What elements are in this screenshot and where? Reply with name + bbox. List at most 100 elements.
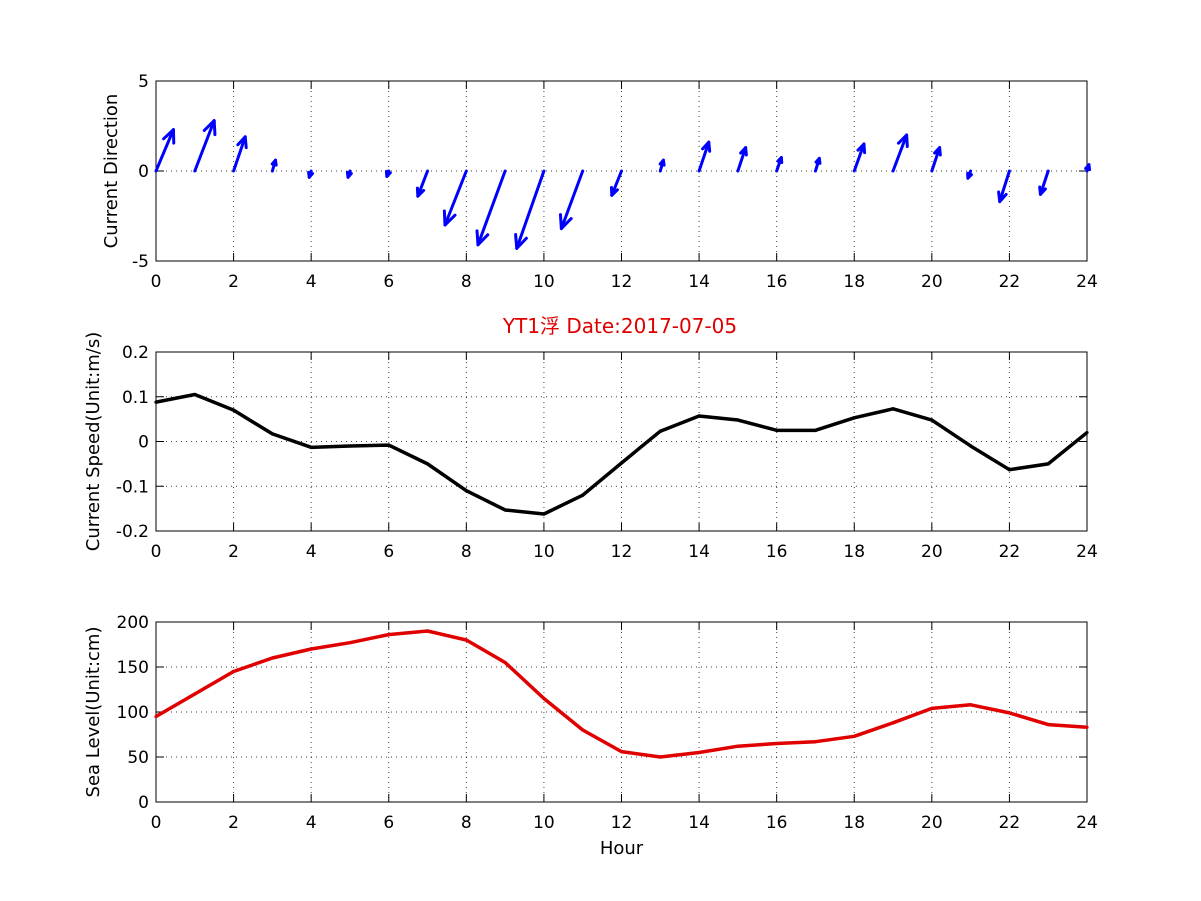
sea-level-y-tick-label: 50 <box>127 748 149 768</box>
speed-x-tick-label: 20 <box>921 542 943 562</box>
direction-arrow-head <box>997 190 1008 204</box>
direction-arrow-shaft <box>697 140 711 173</box>
direction-arrow-shaft <box>852 142 866 173</box>
direction-arrow <box>154 128 176 173</box>
speed-data-point <box>619 461 624 465</box>
direction-arrow <box>1038 169 1050 196</box>
sea-level-x-tick-label: 6 <box>383 813 394 833</box>
direction-arrow-shaft <box>193 119 216 173</box>
direction-arrow <box>193 119 217 173</box>
direction-x-tick-label: 12 <box>611 272 633 292</box>
sea-level-data-point <box>425 629 430 633</box>
sea-level-data-point <box>581 728 585 732</box>
sea-level-x-tick-label: 0 <box>151 813 162 833</box>
speed-data-point <box>348 444 352 448</box>
sea-level-data-point <box>658 755 662 759</box>
speed-data-point <box>930 418 934 422</box>
direction-arrow-head <box>814 156 822 165</box>
direction-x-tick-label: 24 <box>1076 272 1098 292</box>
speed-y-tick-label: -0.2 <box>116 522 149 542</box>
direction-arrow <box>891 133 909 173</box>
direction-arrow-head <box>658 158 666 167</box>
direction-arrow-head <box>1084 163 1092 172</box>
direction-arrow-head <box>345 170 353 179</box>
direction-arrow <box>232 135 248 173</box>
speed-data-point <box>1007 468 1012 472</box>
direction-arrow-shaft <box>476 169 507 247</box>
direction-arrow-shaft <box>930 146 942 173</box>
speed-data-point <box>231 408 236 412</box>
direction-arrow <box>997 169 1011 204</box>
speed-data-point <box>503 508 507 512</box>
speed-data-point <box>775 428 779 432</box>
sea-level-data-point <box>503 660 507 665</box>
sea-level-x-tick-label: 22 <box>999 813 1021 833</box>
speed-data-point <box>309 445 313 449</box>
sea-level-x-tick-label: 20 <box>921 813 943 833</box>
sea-level-data-point <box>775 741 779 746</box>
direction-x-tick-label: 14 <box>688 272 710 292</box>
speed-y-tick-label: -0.1 <box>116 477 149 497</box>
direction-x-tick-label: 10 <box>533 272 555 292</box>
direction-x-tick-label: 18 <box>843 272 865 292</box>
direction-arrow-head <box>966 171 973 180</box>
speed-x-tick-label: 6 <box>383 542 394 562</box>
sea-level-x-tick-label: 14 <box>688 813 710 833</box>
direction-arrow-head <box>1038 185 1047 196</box>
speed-data-point <box>581 493 585 497</box>
direction-arrow-head <box>202 119 217 137</box>
direction-arrow <box>514 169 546 250</box>
direction-x-tick-label: 6 <box>383 272 394 292</box>
speed-x-tick-label: 4 <box>306 542 317 562</box>
direction-arrow-shaft <box>515 169 546 250</box>
direction-arrow-shaft <box>443 169 468 227</box>
direction-arrow-head <box>236 135 248 150</box>
speed-data-point <box>154 400 158 404</box>
sea-level-data-point <box>387 633 391 637</box>
direction-arrow-head <box>270 158 278 167</box>
sea-level-data-point <box>193 692 197 696</box>
sea-level-y-tick-label: 200 <box>117 613 149 633</box>
sea-level-data-point <box>891 721 895 725</box>
speed-data-point <box>387 443 391 447</box>
speed-data-point <box>852 416 856 420</box>
speed-x-tick-label: 16 <box>766 542 788 562</box>
speed-x-tick-label: 10 <box>533 542 555 562</box>
sea-level-x-tick-label: 10 <box>533 813 555 833</box>
sea-level-data-point <box>231 669 236 674</box>
sea-level-data-point <box>969 703 973 707</box>
sea-level-x-tick-label: 4 <box>306 813 317 833</box>
direction-arrow-head <box>701 140 712 153</box>
direction-arrow <box>775 156 784 173</box>
speed-data-point <box>425 462 430 466</box>
sea-level-x-tick-label: 18 <box>843 813 865 833</box>
sea-level-data-point <box>348 641 352 645</box>
direction-x-tick-label: 0 <box>151 272 162 292</box>
direction-arrow <box>609 169 623 197</box>
sea-level-data-point <box>736 744 740 748</box>
direction-arrow <box>270 158 278 173</box>
direction-arrow-head <box>307 170 315 179</box>
direction-arrow-head <box>609 185 619 197</box>
speed-y-tick-label: 0.1 <box>122 388 149 408</box>
speed-x-tick-label: 0 <box>151 542 162 562</box>
sea-level-data-point <box>697 750 701 755</box>
speed-x-tick-label: 22 <box>999 542 1021 562</box>
direction-arrow-shaft <box>416 169 430 198</box>
current-speed-panel: 0 2 4 6 8 10 12 14 16 18 20 22 24-0.2-0.100.10.2Curr… <box>83 332 1098 562</box>
direction-arrow-head <box>162 128 176 145</box>
direction-arrow <box>930 146 942 173</box>
direction-arrow-head <box>415 186 426 198</box>
direction-arrow-head <box>856 142 867 155</box>
speed-data-point <box>658 429 662 433</box>
direction-arrow-shaft <box>1038 169 1050 196</box>
direction-arrow-head <box>896 133 909 149</box>
speed-data-point <box>270 432 274 436</box>
sea-level-x-tick-label: 24 <box>1076 813 1098 833</box>
direction-arrow-head <box>558 213 573 231</box>
direction-arrow-shaft <box>154 128 175 173</box>
direction-x-tick-label: 8 <box>461 272 472 292</box>
direction-arrow <box>415 169 430 198</box>
